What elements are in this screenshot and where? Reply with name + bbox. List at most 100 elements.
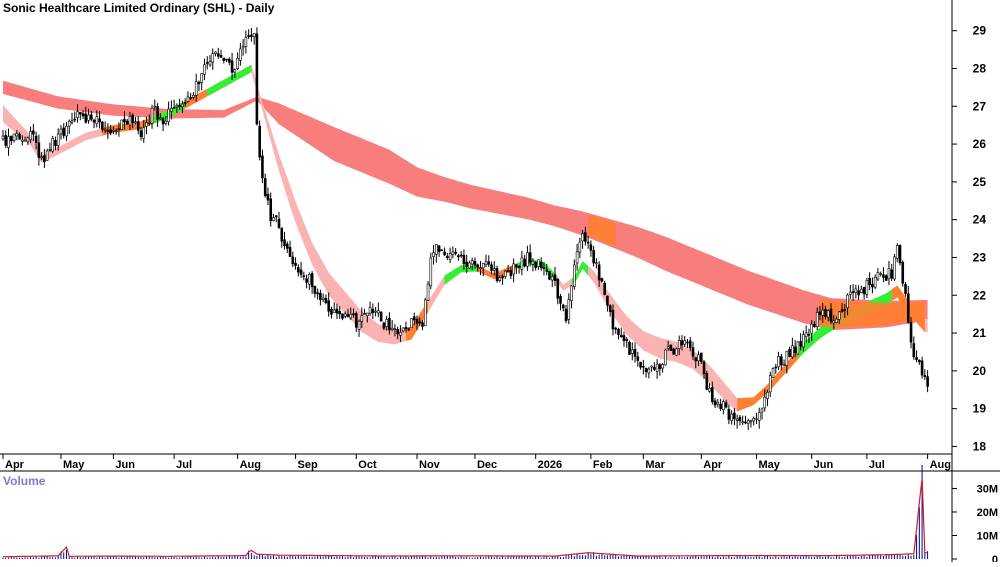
candle-body (719, 403, 722, 409)
candle-body (768, 375, 772, 393)
candle-body (575, 251, 579, 264)
candle-body (225, 58, 228, 61)
candle-body (305, 278, 308, 283)
candle-body (194, 81, 198, 96)
y-tick-label: 26 (973, 137, 987, 151)
candle-body (515, 264, 518, 268)
candle-body (219, 55, 223, 58)
candle-body (142, 127, 146, 139)
candle-body (134, 121, 137, 124)
candle-body (175, 104, 179, 108)
candle-body (918, 360, 921, 363)
candle-body (487, 261, 491, 265)
candle-body (846, 294, 849, 308)
candle-body (101, 121, 104, 130)
candle-body (59, 128, 63, 135)
candle-body (40, 156, 43, 159)
candle-body (236, 57, 239, 69)
candle-body (352, 313, 355, 316)
candle-body (297, 267, 300, 273)
candle-body (534, 261, 537, 268)
candle-body (15, 133, 19, 137)
candle-body (261, 155, 264, 179)
candle-body (520, 257, 524, 270)
candle-body (804, 332, 808, 338)
candle-body (766, 392, 769, 399)
ribbon-crossover-zone-0 (588, 214, 616, 247)
candle-body (782, 363, 786, 366)
x-tick-label: Apr (703, 459, 723, 471)
x-tick-label: Feb (593, 459, 613, 471)
candle-body (310, 273, 314, 288)
candle-body (705, 373, 709, 390)
candle-body (592, 250, 595, 264)
candle-body (421, 322, 424, 327)
candle-body (299, 269, 303, 275)
candle-body (752, 418, 756, 422)
candle-body (457, 255, 460, 258)
candle-body (465, 261, 468, 267)
candle-body (611, 310, 615, 330)
candle-body (763, 396, 767, 409)
candle-body (150, 107, 154, 124)
candle-body (258, 125, 261, 158)
candle-body (777, 356, 780, 368)
candle-body (78, 112, 82, 115)
candle-body (832, 320, 836, 324)
ribbon-overlap-zone-10 (764, 349, 798, 396)
candle-body (559, 295, 562, 304)
candle-body (545, 269, 549, 272)
candle-body (291, 256, 295, 265)
candle-body (893, 256, 896, 280)
candle-body (65, 125, 68, 137)
candle-body (263, 178, 267, 196)
candle-body (48, 149, 52, 151)
x-tick-label: Jun (814, 459, 834, 471)
candle-body (161, 118, 165, 125)
candle-body (316, 292, 319, 295)
candle-body (788, 349, 791, 357)
candle-body (862, 287, 866, 295)
candle-body (454, 251, 457, 254)
candle-body (98, 118, 101, 123)
candle-body (586, 241, 590, 244)
candle-body (390, 327, 394, 330)
candle-body (735, 418, 739, 421)
candle-body (103, 129, 107, 131)
candle-body (688, 340, 692, 349)
y-tick-label: 19 (973, 402, 987, 416)
candle-body (873, 277, 877, 288)
candle-body (837, 311, 841, 320)
candle-body (216, 53, 220, 57)
candle-body (81, 113, 85, 117)
candle-body (435, 243, 438, 255)
ribbon-bull-zone-5 (444, 265, 478, 285)
candle-body (697, 354, 700, 362)
candle-body (642, 366, 645, 368)
candle-body (54, 139, 57, 146)
candle-body (426, 283, 430, 301)
candle-body (573, 264, 576, 288)
candle-body (462, 255, 466, 264)
candle-body (277, 218, 281, 228)
candle-body (382, 322, 386, 329)
candle-body (313, 285, 317, 294)
candle-body (388, 317, 391, 331)
candle-body (542, 267, 546, 270)
candle-body (377, 310, 380, 314)
candle-body (73, 118, 77, 121)
candle-body (156, 106, 159, 120)
candle-body (197, 81, 201, 85)
candle-body (813, 324, 816, 328)
candle-body (749, 420, 753, 423)
candle-body (683, 340, 687, 345)
candle-body (871, 283, 874, 288)
candle-body (341, 313, 344, 319)
candle-body (912, 343, 916, 358)
candle-body (327, 300, 330, 312)
candle-body (181, 103, 184, 108)
candle-body (882, 274, 885, 278)
candle-body (437, 245, 441, 252)
candle-body (484, 261, 488, 266)
candle-body (550, 276, 554, 281)
